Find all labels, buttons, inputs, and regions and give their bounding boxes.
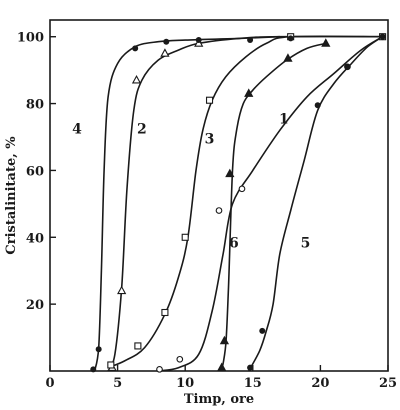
y-tick-label: 60 <box>26 164 44 179</box>
data-point-series-3 <box>205 96 214 104</box>
data-point-series-6 <box>217 362 227 372</box>
x-tick-label: 25 <box>379 376 397 391</box>
data-point-series-4 <box>132 45 139 52</box>
data-point-series-3 <box>134 342 142 350</box>
data-point-series-4 <box>195 37 202 44</box>
x-tick-label: 5 <box>113 376 122 391</box>
data-point-series-1 <box>156 365 163 373</box>
data-point-series-2 <box>117 285 127 295</box>
x-tick-label: 20 <box>311 376 329 391</box>
markers-layer <box>90 33 387 373</box>
y-tick-label: 20 <box>26 298 44 313</box>
data-point-series-1 <box>176 355 184 363</box>
y-tick-label: 100 <box>17 31 44 46</box>
x-axis-title: Timp, ore <box>184 392 254 407</box>
data-point-series-2 <box>160 48 170 57</box>
curve-label-4: 4 <box>72 122 82 138</box>
data-point-series-6 <box>283 53 293 62</box>
series-line-3 <box>107 35 383 369</box>
data-point-series-5 <box>314 102 321 109</box>
curve-label-6: 6 <box>229 235 239 251</box>
data-point-series-5 <box>247 364 254 371</box>
curve-labels-layer: 4 2 3 1 6 5 <box>72 112 310 252</box>
data-point-series-6 <box>219 335 230 345</box>
data-point-series-5 <box>379 33 386 40</box>
data-point-series-3 <box>161 308 169 317</box>
data-point-series-6 <box>321 38 331 47</box>
data-point-series-6 <box>225 168 235 178</box>
data-point-series-1 <box>215 207 223 214</box>
data-point-series-4 <box>247 37 254 44</box>
x-tick-label: 10 <box>176 376 194 391</box>
y-tick-label: 40 <box>26 231 44 246</box>
curve-label-2: 2 <box>137 122 147 138</box>
data-point-series-4 <box>90 366 97 373</box>
x-tick-label: 15 <box>244 376 262 391</box>
data-point-series-4 <box>287 35 294 42</box>
series-line-4 <box>93 35 280 372</box>
data-point-series-4 <box>163 38 170 45</box>
data-point-series-6 <box>244 88 254 97</box>
data-point-series-3 <box>107 361 115 369</box>
series-line-5 <box>247 36 384 372</box>
data-point-series-5 <box>259 327 266 334</box>
curve-label-5: 5 <box>301 235 311 251</box>
data-point-series-3 <box>181 233 189 241</box>
data-point-series-2 <box>131 75 142 84</box>
curve-label-3: 3 <box>205 132 215 148</box>
series-line-6 <box>220 42 326 372</box>
data-point-series-4 <box>95 346 102 353</box>
x-tick-label: 0 <box>45 376 54 391</box>
y-axis-title: Cristalinitate, % <box>4 136 19 255</box>
data-point-series-1 <box>238 185 246 193</box>
curve-label-1: 1 <box>279 112 289 128</box>
y-tick-label: 80 <box>26 98 44 113</box>
data-point-series-5 <box>344 63 351 70</box>
